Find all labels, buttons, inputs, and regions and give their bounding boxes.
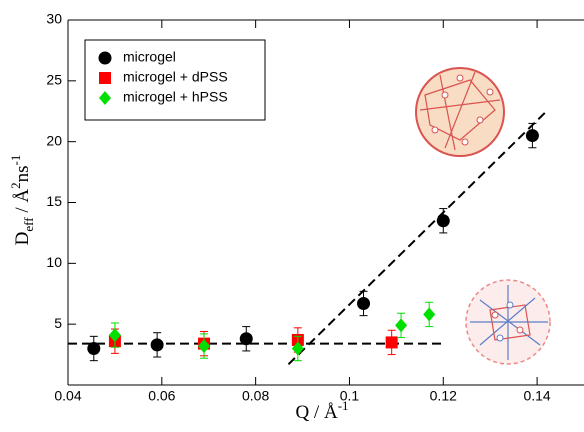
y-tick-label: 25: [46, 72, 62, 88]
point: [108, 328, 121, 343]
legend-label: microgel + dPSS: [123, 69, 228, 85]
y-tick-label: 15: [46, 193, 62, 209]
point: [150, 338, 164, 352]
legend-label: microgel + hPSS: [123, 89, 228, 105]
point: [423, 307, 436, 322]
icon-swollen: [415, 67, 505, 157]
y-tick-label: 20: [46, 132, 62, 148]
fit-line: [287, 110, 548, 366]
x-tick-label: 0.1: [340, 388, 360, 404]
point: [239, 332, 253, 346]
point: [291, 341, 304, 356]
y-tick-label: 10: [46, 254, 62, 270]
x-tick-label: 0.12: [430, 388, 457, 404]
x-tick-label: 0.14: [523, 388, 550, 404]
icon-collapsed: [465, 279, 551, 365]
legend-marker: [99, 91, 111, 105]
point: [385, 336, 398, 349]
y-axis-label: Deff / Å2ns-1: [8, 155, 36, 246]
point: [357, 296, 371, 310]
point: [198, 339, 211, 354]
legend-marker: [99, 72, 111, 84]
y-tick-label: 5: [54, 315, 62, 331]
legend-marker: [98, 51, 112, 65]
point: [436, 214, 450, 228]
x-tick-label: 0.04: [54, 388, 81, 404]
x-tick-label: 0.06: [148, 388, 175, 404]
legend-label: microgel: [123, 49, 176, 65]
point: [87, 342, 101, 355]
legend-box: [84, 39, 266, 121]
x-tick-label: 0.08: [242, 388, 269, 404]
x-axis-label: Q / Å-1: [295, 398, 348, 423]
y-tick-label: 30: [46, 11, 62, 27]
point: [395, 318, 408, 333]
point: [525, 129, 539, 143]
